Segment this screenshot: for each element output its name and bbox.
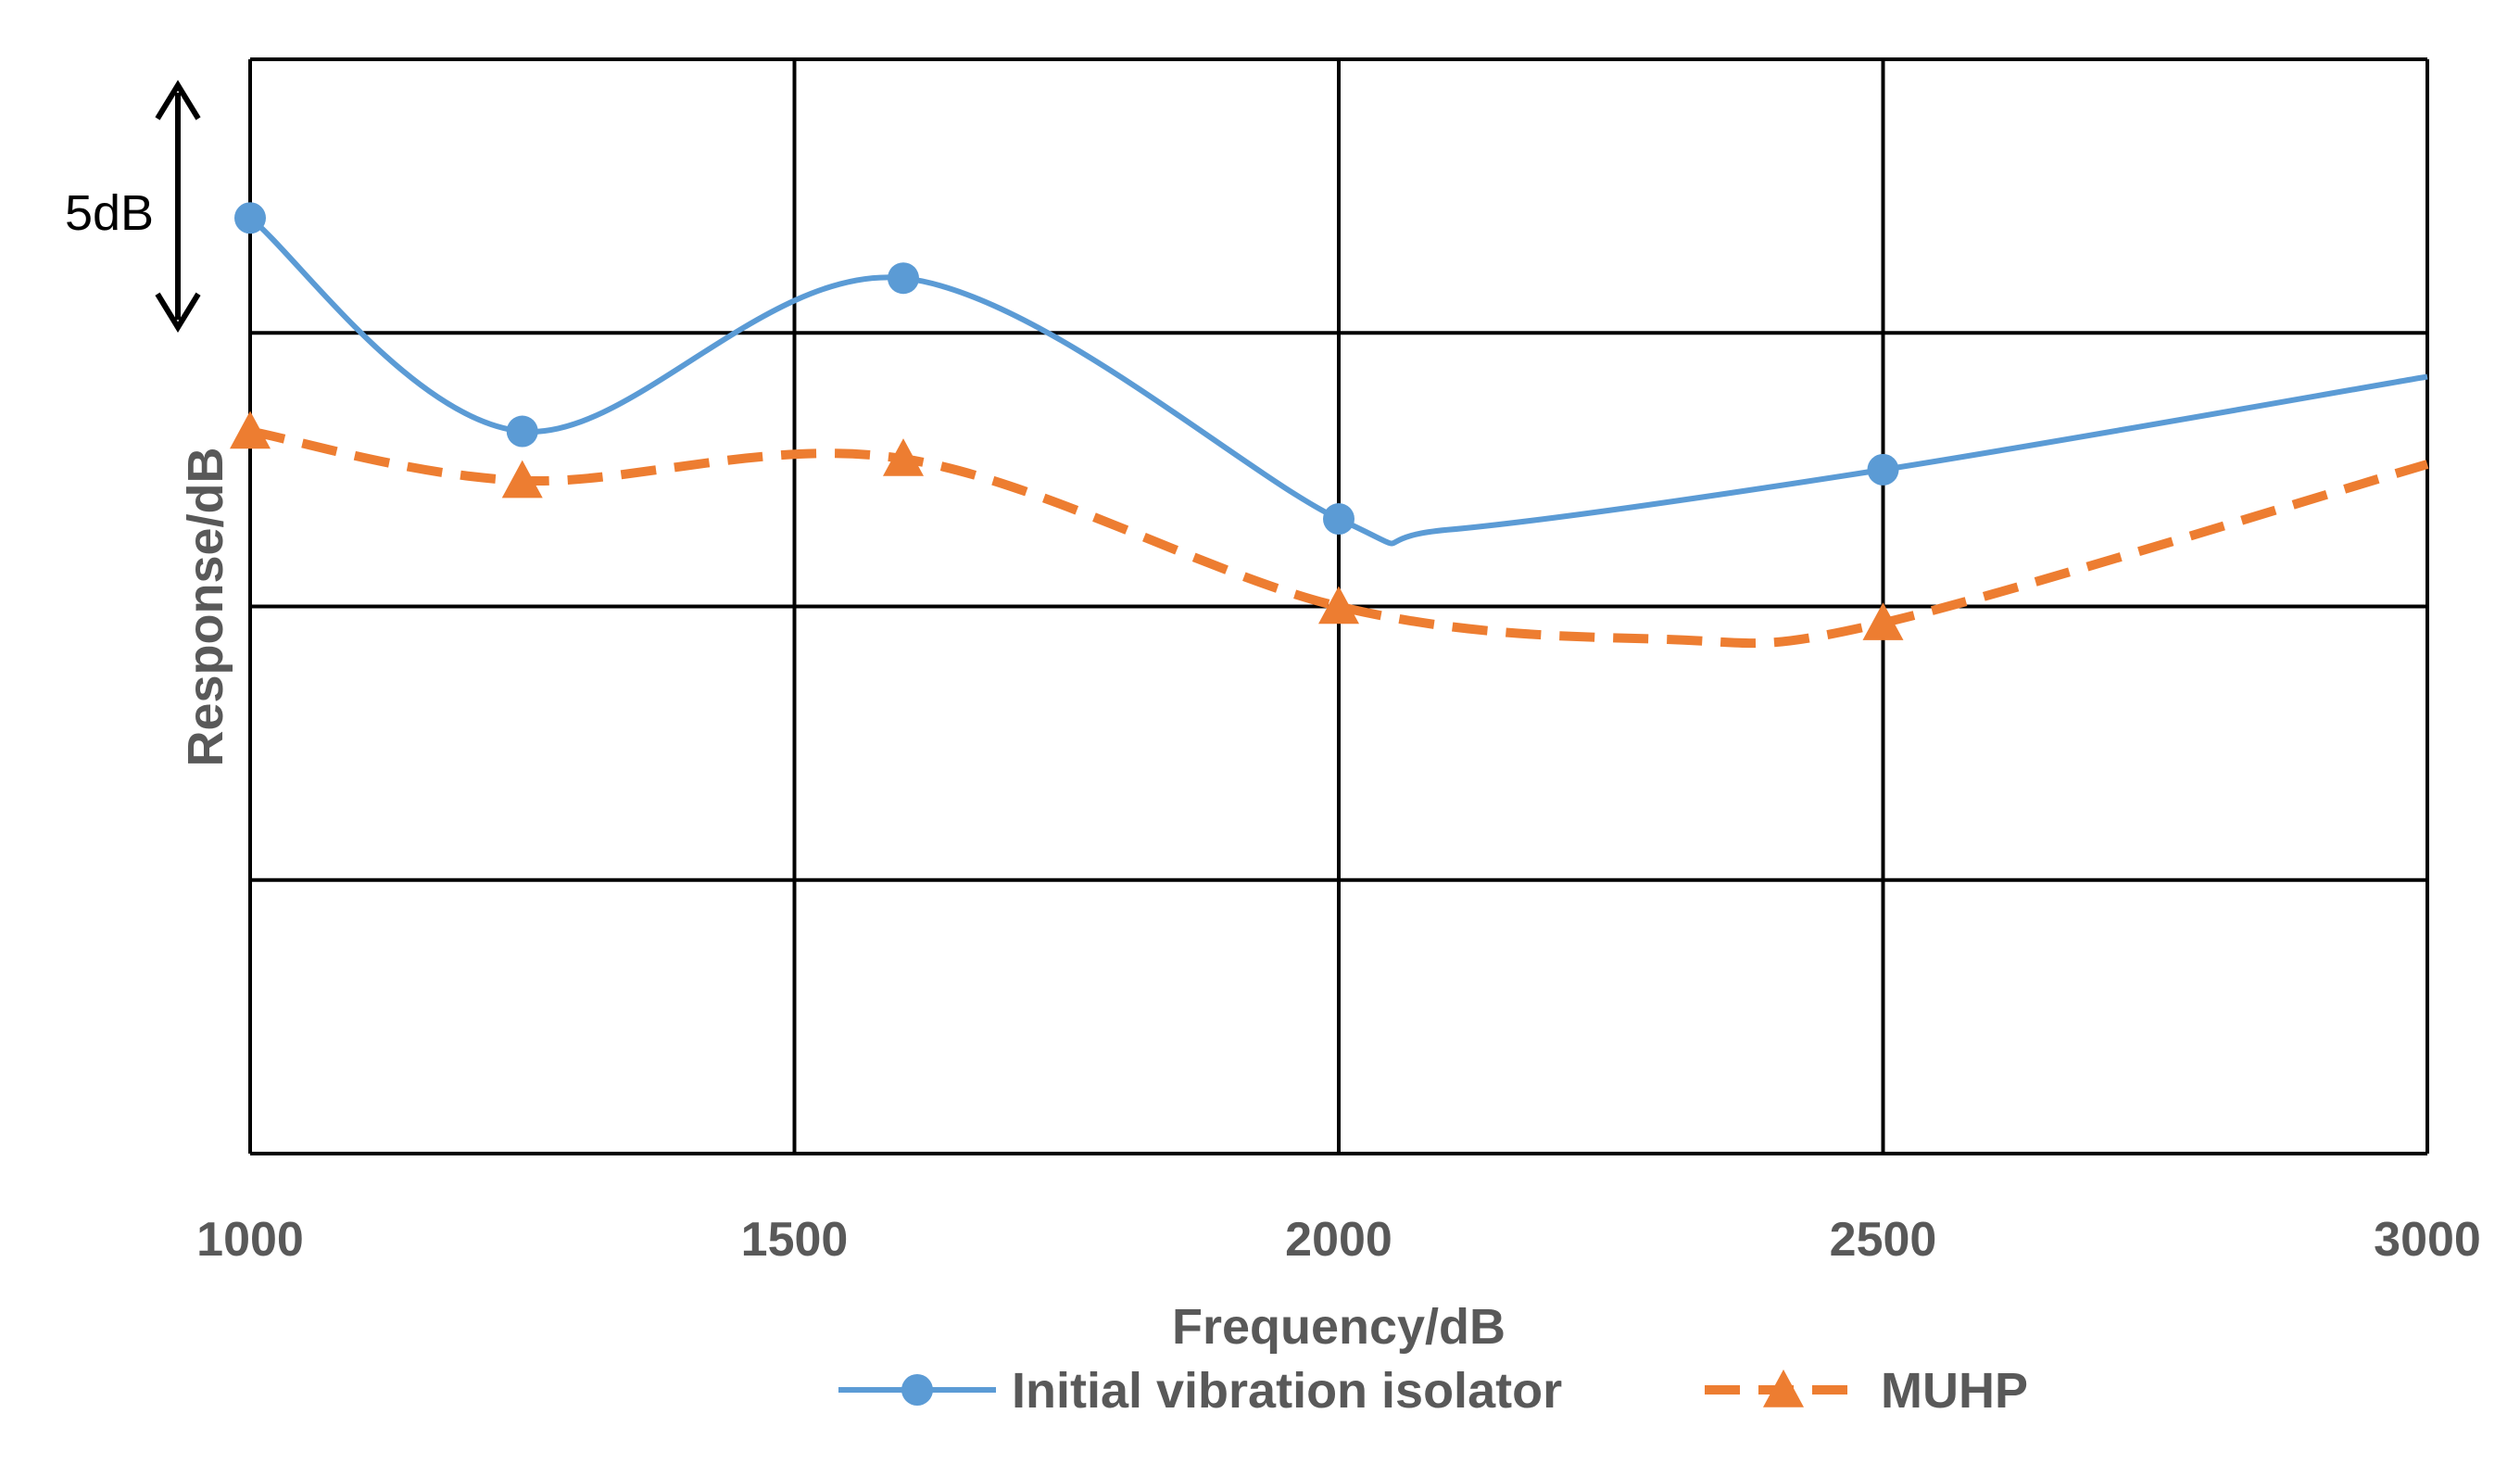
data-point-muhp [883,438,924,476]
scale-indicator: 5dB [65,80,201,334]
data-point-initial-vibration-isolator [1323,503,1354,536]
data-point-initial-vibration-isolator [506,415,538,448]
series-group [230,202,2429,649]
data-point-muhp [230,410,271,449]
series-muhp [230,410,2429,649]
x-tick-label: 1000 [196,1213,304,1267]
data-point-initial-vibration-isolator [1867,453,1899,486]
legend-marker-muhp [1763,1369,1804,1407]
legend: Initial vibration isolator MUHP [838,1363,2028,1419]
grid [248,57,2429,1155]
data-point-initial-vibration-isolator [888,262,919,295]
x-tick-label: 1500 [741,1213,849,1267]
x-tick-label: 3000 [2374,1213,2481,1267]
x-tick-label: 2500 [1830,1213,1937,1267]
data-point-initial-vibration-isolator [234,202,266,234]
data-point-muhp [1318,586,1359,625]
axes: Frequency/dB Response/dB 1000 1500 2000 250… [178,447,2481,1355]
y-axis-title: Response/dB [178,447,233,766]
series-line-muhp [249,426,2429,649]
x-tick-label: 2000 [1285,1213,1392,1267]
data-point-muhp [501,460,543,499]
scale-indicator-label: 5dB [65,185,154,241]
legend-label-initial-vibration-isolator: Initial vibration isolator [1012,1363,1562,1419]
x-axis-title: Frequency/dB [1172,1299,1506,1355]
data-point-muhp [1862,602,1904,640]
legend-label-muhp: MUHP [1881,1363,2028,1419]
series-initial-vibration-isolator [234,202,2428,547]
scale-arrow-up-icon [155,80,201,120]
scale-arrow-down-icon [155,292,201,334]
legend-marker-initial-vibration-isolator [901,1374,933,1406]
